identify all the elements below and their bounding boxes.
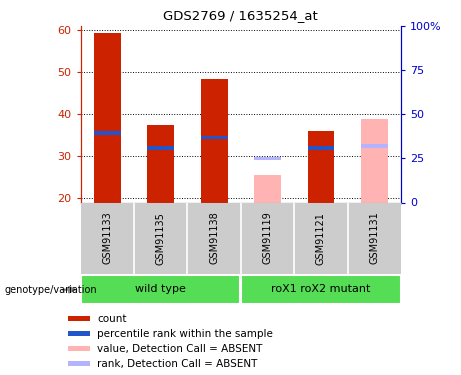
Text: GSM91121: GSM91121 — [316, 211, 326, 265]
Text: GSM91131: GSM91131 — [369, 212, 379, 264]
Text: GSM91135: GSM91135 — [156, 211, 166, 265]
Bar — [254, 175, 281, 202]
Text: roX1 roX2 mutant: roX1 roX2 mutant — [271, 284, 371, 294]
Text: rank, Detection Call = ABSENT: rank, Detection Call = ABSENT — [97, 359, 258, 369]
Bar — [361, 144, 388, 148]
Text: percentile rank within the sample: percentile rank within the sample — [97, 329, 273, 339]
Text: GSM91138: GSM91138 — [209, 212, 219, 264]
Bar — [254, 156, 281, 160]
Title: GDS2769 / 1635254_at: GDS2769 / 1635254_at — [164, 9, 318, 22]
Bar — [94, 33, 121, 203]
Bar — [201, 79, 228, 203]
Bar — [307, 131, 334, 203]
Text: count: count — [97, 314, 127, 324]
Bar — [68, 361, 90, 366]
Text: genotype/variation: genotype/variation — [5, 285, 97, 295]
Bar — [94, 131, 121, 135]
Bar — [307, 146, 334, 150]
Bar — [68, 331, 90, 336]
Bar — [201, 136, 228, 140]
Text: wild type: wild type — [136, 284, 186, 294]
Text: GSM91119: GSM91119 — [263, 212, 272, 264]
FancyBboxPatch shape — [81, 275, 240, 304]
Bar — [68, 316, 90, 321]
Bar — [148, 146, 174, 150]
Bar — [361, 118, 388, 202]
Bar — [68, 346, 90, 351]
Text: GSM91133: GSM91133 — [102, 212, 112, 264]
Bar — [148, 125, 174, 202]
FancyBboxPatch shape — [242, 275, 401, 304]
Text: value, Detection Call = ABSENT: value, Detection Call = ABSENT — [97, 344, 263, 354]
